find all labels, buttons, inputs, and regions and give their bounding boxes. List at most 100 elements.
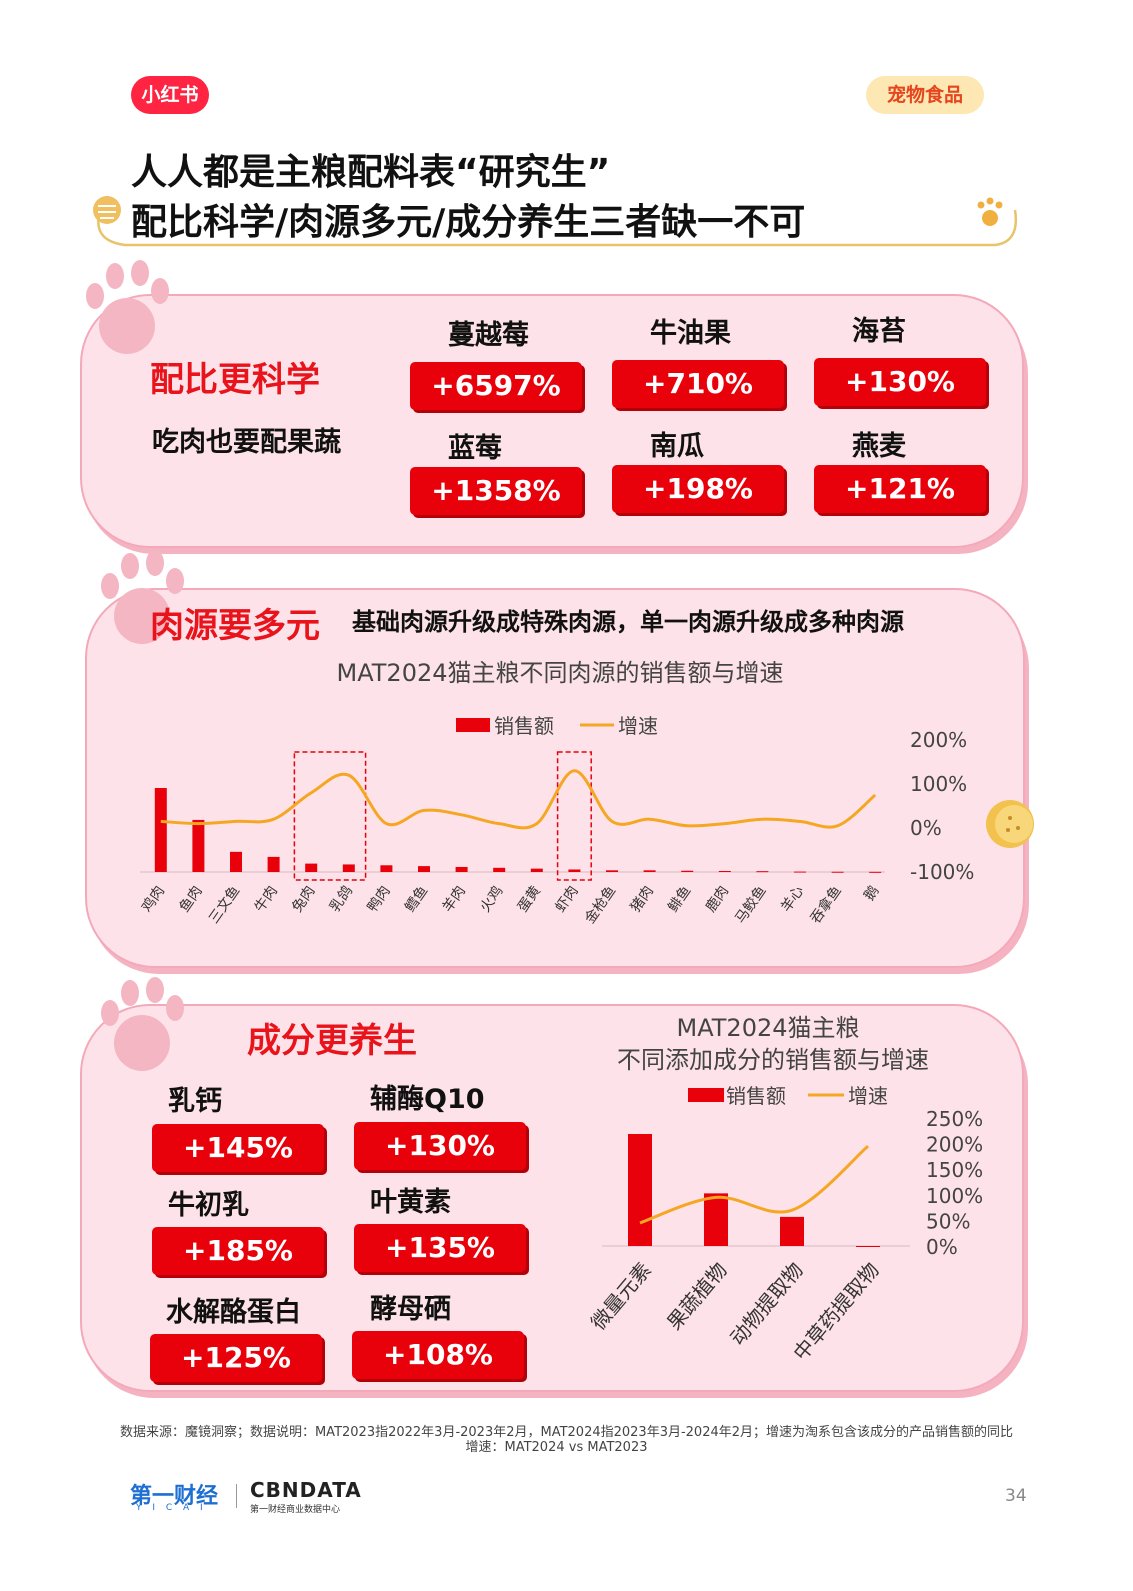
section3-title: 成分更养生 xyxy=(247,1021,417,1061)
growth-badge: +6597% xyxy=(410,362,582,410)
cbndata-logo-sub: 第一财经商业数据中心 xyxy=(250,1505,341,1515)
footer-note-line1: 数据来源：魔镜洞察；数据说明：MAT2023指2022年3月-2023年2月，M… xyxy=(119,1425,1014,1440)
footer-divider xyxy=(236,1484,237,1508)
paw-icon xyxy=(977,197,1003,226)
legend-sales-swatch xyxy=(688,1088,724,1102)
x-tick-label: 乳鸽 xyxy=(326,883,356,916)
x-tick-label: 蛋黄 xyxy=(514,883,544,916)
section2-subtitle: 基础肉源升级成特殊肉源，单一肉源升级成多种肉源 xyxy=(352,608,904,636)
bar-猪肉 xyxy=(643,870,656,872)
growth-line xyxy=(160,769,877,830)
y2-tick-label: 0% xyxy=(910,816,942,840)
item-name: 南瓜 xyxy=(650,431,704,462)
x-tick-label: 微量元素 xyxy=(586,1258,656,1335)
y2-tick-label: 150% xyxy=(926,1158,983,1182)
growth-badge: +130% xyxy=(814,358,986,406)
x-tick-label: 火鸡 xyxy=(476,883,506,916)
x-tick-label: 鱼肉 xyxy=(176,883,206,916)
x-tick-label: 羊肉 xyxy=(440,883,469,915)
category-tag: 宠物食品 xyxy=(866,76,984,114)
section1-title: 配比更科学 xyxy=(150,360,320,400)
bar-鹿肉 xyxy=(718,870,731,872)
section2-title: 肉源要多元 xyxy=(150,606,320,646)
legend-sales-swatch xyxy=(456,718,490,732)
bar-金枪鱼 xyxy=(606,870,618,872)
y2-tick-label: 200% xyxy=(926,1133,983,1157)
highlight-box xyxy=(556,751,592,881)
section2-panel xyxy=(85,588,1025,968)
bar-微量元素 xyxy=(628,1134,652,1246)
bar-鳕鱼 xyxy=(418,866,430,872)
item-name: 叶黄素 xyxy=(370,1187,451,1218)
y2-tick-label: 200% xyxy=(910,728,967,752)
bar-鲱鱼 xyxy=(681,870,694,872)
bar-乳鸽 xyxy=(342,864,355,872)
item-name: 牛油果 xyxy=(650,318,731,349)
x-tick-label: 动物提取物 xyxy=(725,1258,808,1350)
x-tick-label: 牛肉 xyxy=(252,883,281,915)
paw-print-icon xyxy=(101,977,184,1071)
bar-蛋黄 xyxy=(530,868,543,872)
legend-sales-label: 销售额 xyxy=(726,1084,786,1108)
x-tick-label: 鲱鱼 xyxy=(664,883,694,916)
bar-鹅 xyxy=(869,871,882,873)
growth-line xyxy=(639,1145,869,1225)
growth-badge: +185% xyxy=(152,1227,324,1275)
legend-growth-label: 增速 xyxy=(848,1084,888,1108)
item-name: 酵母硒 xyxy=(370,1294,451,1325)
y2-tick-label: 100% xyxy=(910,772,967,796)
x-tick-label: 鸡肉 xyxy=(138,883,168,916)
x-tick-label: 金枪鱼 xyxy=(581,883,619,927)
y2-tick-label: 50% xyxy=(926,1209,970,1233)
yicai-logo: 第一财经 xyxy=(130,1484,219,1509)
cbndata-logo: CBNDATA xyxy=(250,1478,362,1502)
footer-note-line2: 增速：MAT2024 vs MAT2023 xyxy=(465,1440,648,1455)
x-tick-label: 猪肉 xyxy=(628,883,657,915)
growth-badge: +121% xyxy=(814,465,986,513)
bar-羊肉 xyxy=(455,866,468,872)
bar-虾肉 xyxy=(568,869,581,872)
chart2-title-line2: 不同添加成分的销售额与增速 xyxy=(617,1046,929,1074)
chart1-title: MAT2024猫主粮不同肉源的销售额与增速 xyxy=(336,659,784,687)
page-number: 34 xyxy=(1005,1486,1027,1506)
bar-吞拿鱼 xyxy=(831,871,844,873)
x-tick-label: 果蔬植物 xyxy=(662,1258,732,1335)
yicai-logo-sub: Y I C A I xyxy=(136,1503,207,1513)
legend-sales-label: 销售额 xyxy=(494,714,554,738)
bar-中草药提取物 xyxy=(856,1246,880,1247)
x-tick-label: 鳕鱼 xyxy=(401,883,431,916)
bar-鸡肉 xyxy=(154,788,167,872)
growth-badge: +710% xyxy=(612,360,784,408)
item-name: 水解酪蛋白 xyxy=(166,1297,301,1328)
y2-tick-label: 0% xyxy=(926,1235,958,1259)
x-tick-label: 三文鱼 xyxy=(205,883,243,927)
bar-羊心 xyxy=(794,871,806,873)
growth-badge: +198% xyxy=(612,465,784,513)
y2-tick-label: 100% xyxy=(926,1184,983,1208)
bar-果蔬植物 xyxy=(704,1193,728,1246)
bread-icon xyxy=(93,196,121,224)
bar-牛肉 xyxy=(267,856,280,872)
x-tick-label: 鹅 xyxy=(861,883,883,904)
title-underline-decoration xyxy=(93,196,1018,247)
x-tick-label: 鸭肉 xyxy=(365,883,394,915)
highlight-box xyxy=(293,751,367,881)
y2-tick-label: 250% xyxy=(926,1107,983,1131)
x-tick-label: 羊心 xyxy=(778,883,807,915)
x-tick-label: 鹿肉 xyxy=(702,883,732,916)
chart1-meat-sources: 销售额 增速 鸡肉 鱼肉 三文鱼 牛肉 兔肉 乳鸽 鸭肉 鳕鱼 羊肉 火鸡 蛋黄 虾肉 金枪鱼 猪肉 鲱鱼鹿… xyxy=(138,714,974,927)
legend-growth-label: 增速 xyxy=(618,714,658,738)
bar-马鲛鱼 xyxy=(756,871,769,873)
paw-print-icon xyxy=(86,260,169,354)
bar-三文鱼 xyxy=(230,851,242,872)
bar-鸭肉 xyxy=(380,865,393,872)
item-name: 海苔 xyxy=(852,316,906,347)
growth-badge: +1358% xyxy=(410,467,582,515)
growth-badge: +125% xyxy=(150,1334,322,1382)
item-name: 燕麦 xyxy=(852,431,906,462)
bar-火鸡 xyxy=(493,867,506,872)
item-name: 乳钙 xyxy=(168,1086,222,1117)
bar-兔肉 xyxy=(305,863,318,872)
section1-subtitle: 吃肉也要配果蔬 xyxy=(152,427,341,458)
x-tick-label: 马鲛鱼 xyxy=(732,883,770,927)
